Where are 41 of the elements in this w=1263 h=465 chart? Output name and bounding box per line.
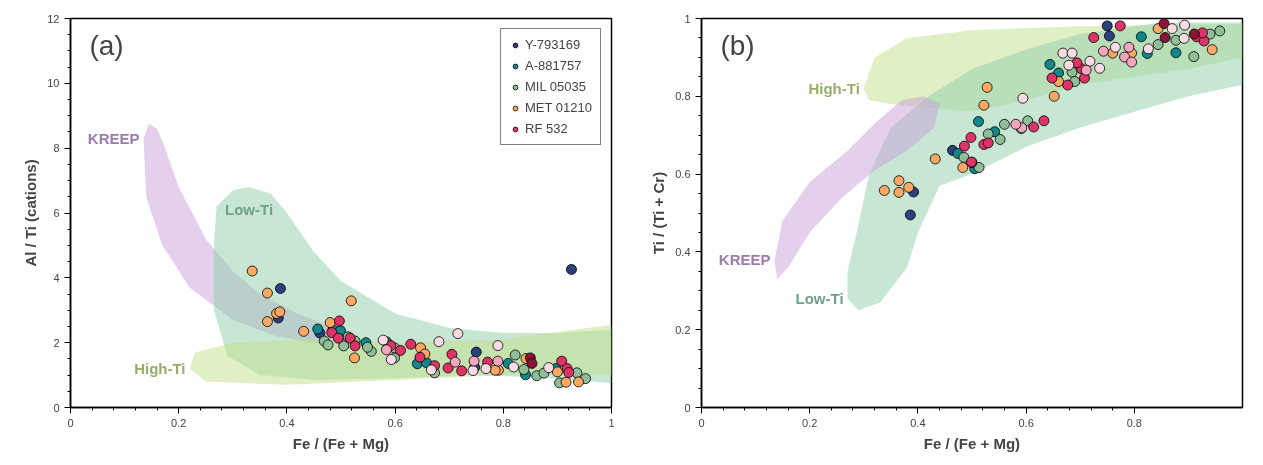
legend-label: MIL 05035: [525, 79, 586, 94]
legend-label: MET 01210: [525, 100, 592, 115]
legend-label: A-881757: [525, 58, 582, 73]
y-tick-label: 6: [53, 207, 60, 219]
y-tick-label: 12: [47, 12, 60, 25]
x-axis-title: Fe / (Fe + Mg): [923, 434, 1021, 452]
legend-label: RF 532: [525, 121, 568, 136]
y-tick-label: 1: [684, 12, 691, 25]
series-label: Low-Ti: [795, 290, 844, 308]
y-tick-label: 4: [53, 271, 60, 284]
x-axis-title: Fe / (Fe + Mg): [292, 434, 390, 452]
legend-label: Y-793169: [525, 37, 581, 52]
x-tick-label: 0.6: [387, 416, 403, 429]
series-label: KREEP: [718, 251, 771, 269]
x-tick-label: 0.4: [279, 416, 295, 429]
y-tick-label: 0.4: [675, 245, 691, 258]
x-tick-label: 0: [698, 416, 705, 429]
x-tick-label: 0: [67, 416, 74, 429]
x-tick-label: 0.4: [910, 416, 926, 429]
series-label: Low-Ti: [225, 201, 274, 219]
x-tick-label: 0.8: [495, 416, 511, 429]
y-tick-label: 0: [53, 401, 60, 414]
y-tick-label: 2: [53, 336, 60, 349]
x-tick-label: 0.8: [1126, 416, 1142, 429]
chart-title: (a): [89, 30, 124, 62]
x-tick-label: 1: [608, 416, 615, 429]
y-axis-title: Ti / (Ti + Cr): [650, 171, 668, 255]
x-tick-label: 0.6: [1018, 416, 1034, 429]
series-label: High-Ti: [808, 80, 860, 98]
y-tick-label: 0.2: [675, 323, 691, 336]
series-label: High-Ti: [134, 360, 186, 378]
y-tick-label: 8: [53, 142, 60, 155]
y-axis-title: Al / Ti (cations): [22, 159, 40, 267]
y-tick-label: 10: [47, 77, 60, 90]
y-tick-label: 0.6: [675, 168, 691, 181]
y-tick-label: 0: [684, 401, 691, 414]
y-tick-label: 0.8: [675, 90, 691, 103]
x-tick-label: 0.2: [802, 416, 818, 429]
series-label: KREEP: [87, 129, 140, 147]
x-tick-label: 0.2: [171, 416, 187, 429]
chart-title: (b): [720, 30, 755, 62]
